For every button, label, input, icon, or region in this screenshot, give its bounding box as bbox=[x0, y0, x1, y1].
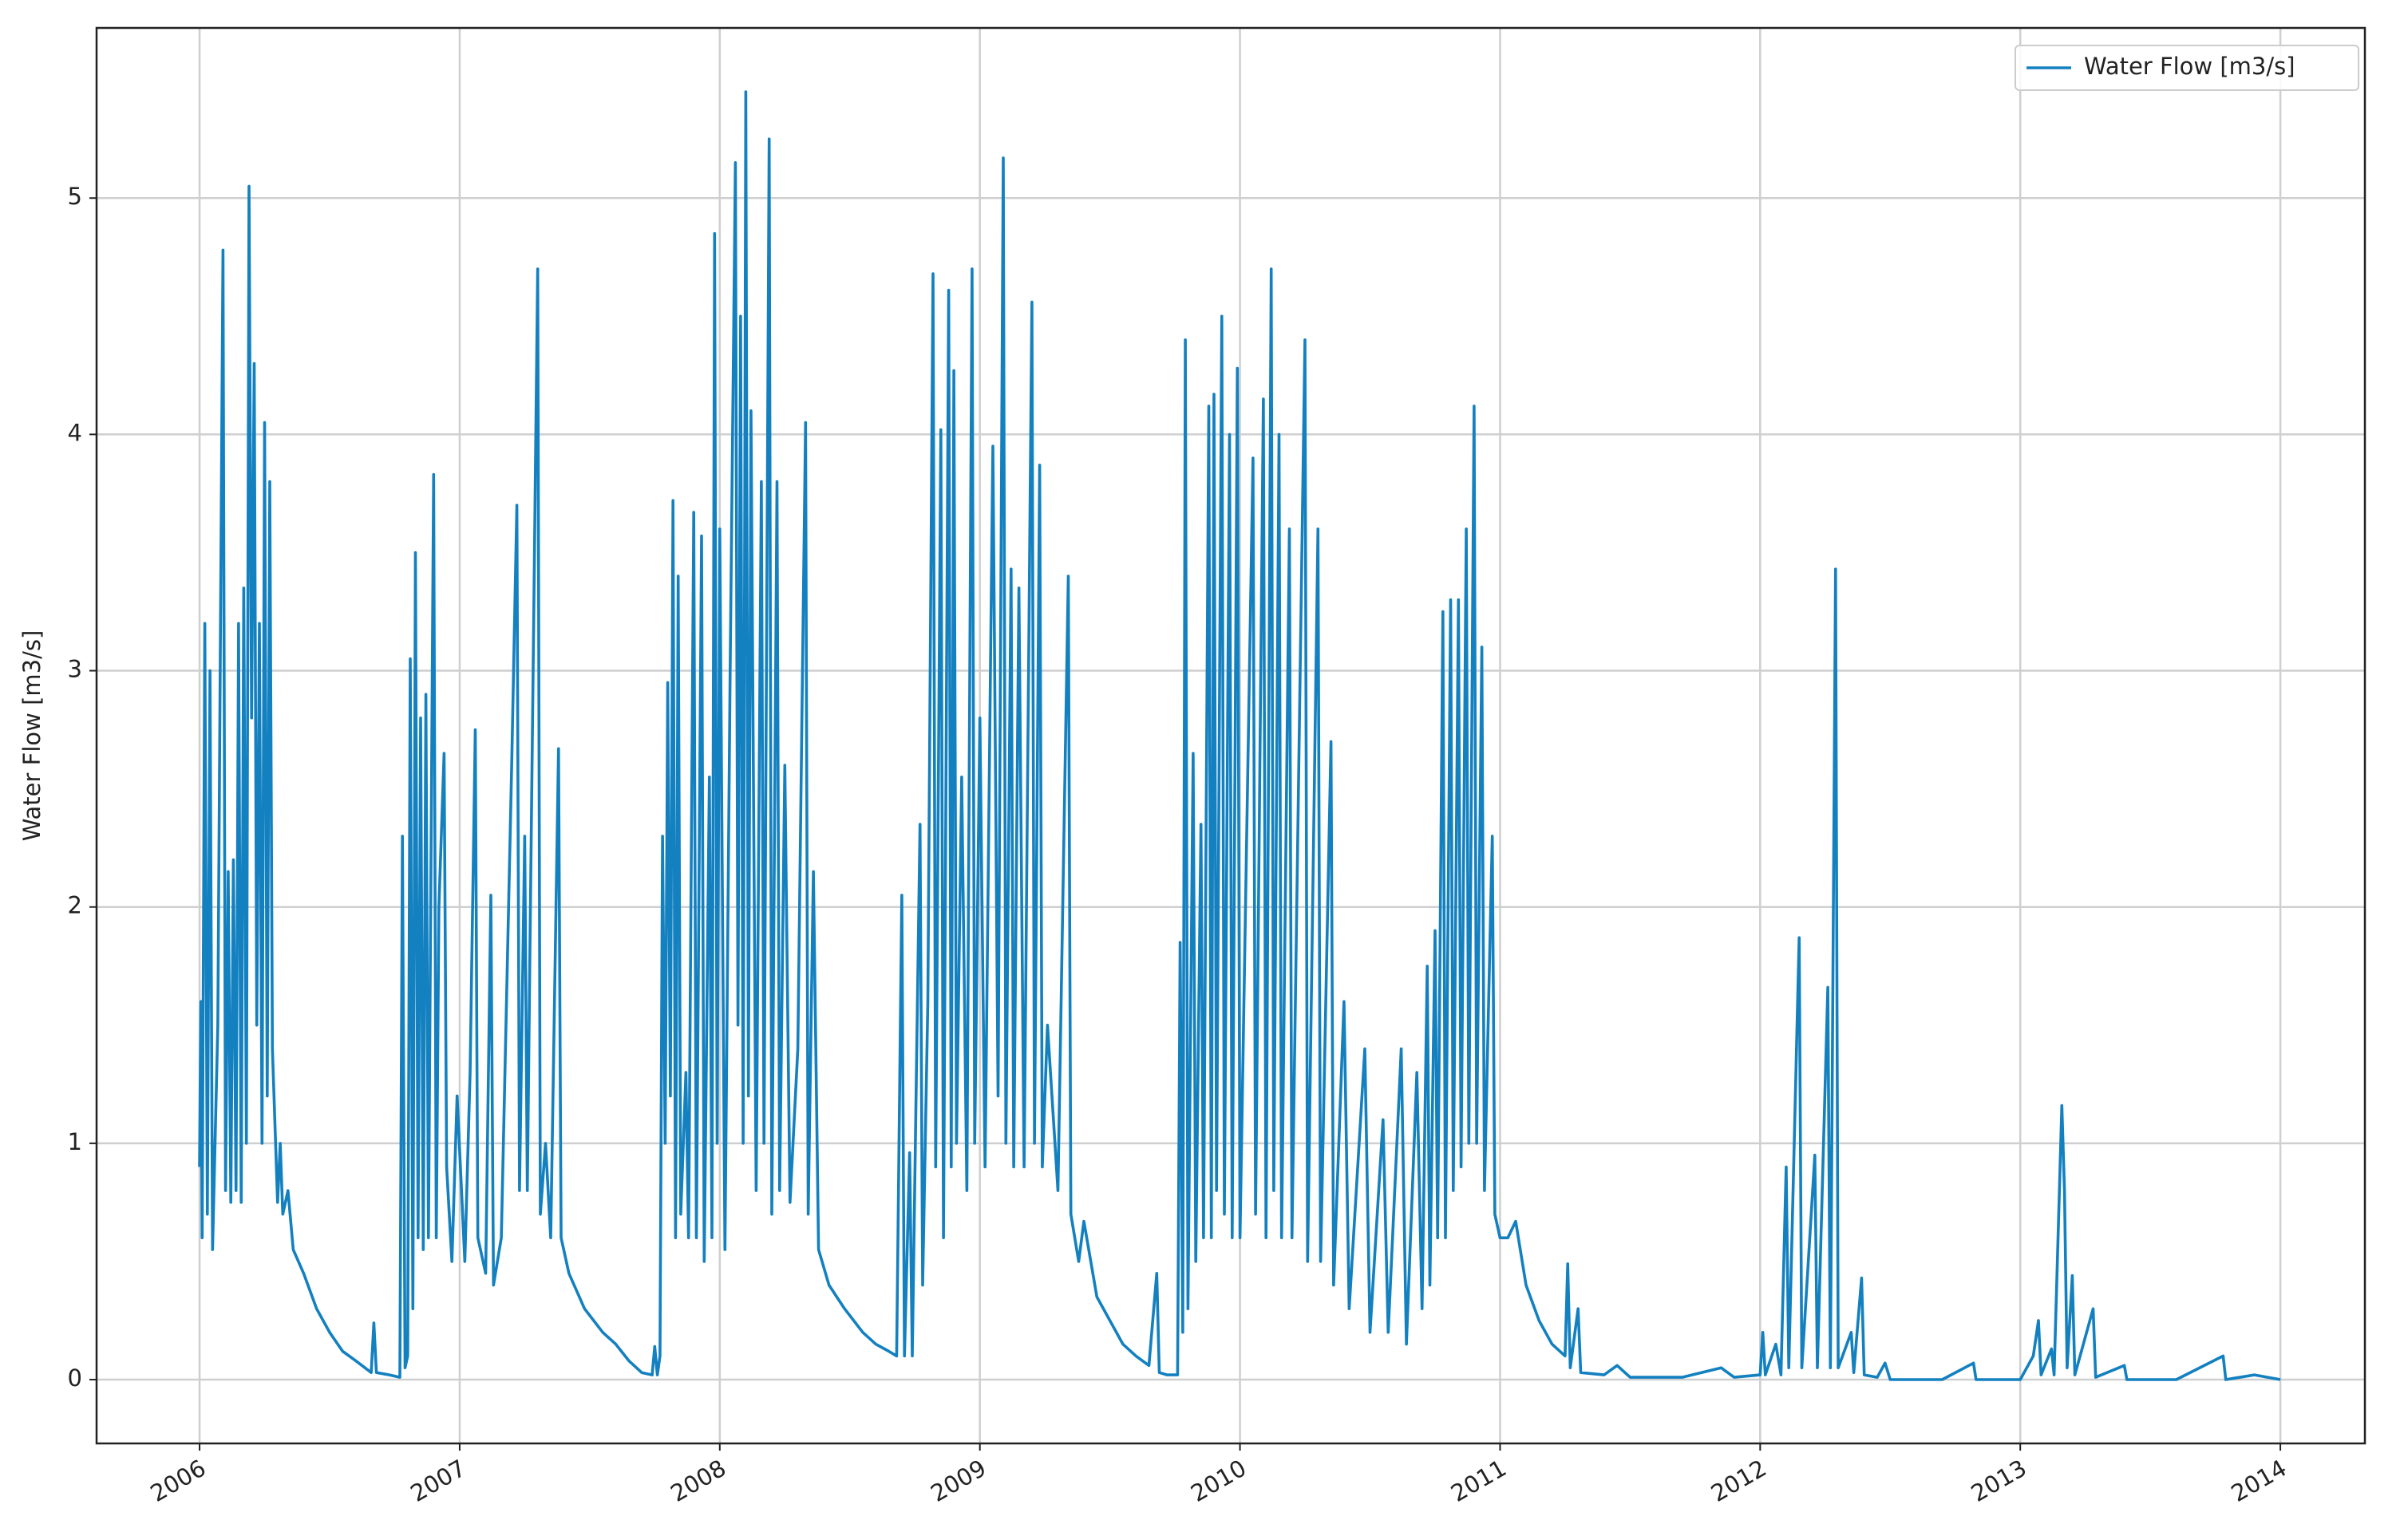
y-tick-label: 3 bbox=[68, 656, 82, 683]
y-tick-label: 4 bbox=[68, 419, 82, 446]
legend-box bbox=[2015, 45, 2359, 91]
y-tick-label: 5 bbox=[68, 183, 82, 210]
y-tick-label: 0 bbox=[68, 1364, 82, 1392]
y-tick-label: 2 bbox=[68, 892, 82, 919]
plot-frame bbox=[95, 26, 2366, 1445]
line-series bbox=[198, 90, 2281, 1381]
y-tick-label: 1 bbox=[68, 1128, 82, 1155]
y-axis-label: Water Flow [m3/s] bbox=[18, 630, 45, 842]
legend-label: Water Flow [m3/s] bbox=[2084, 53, 2295, 80]
